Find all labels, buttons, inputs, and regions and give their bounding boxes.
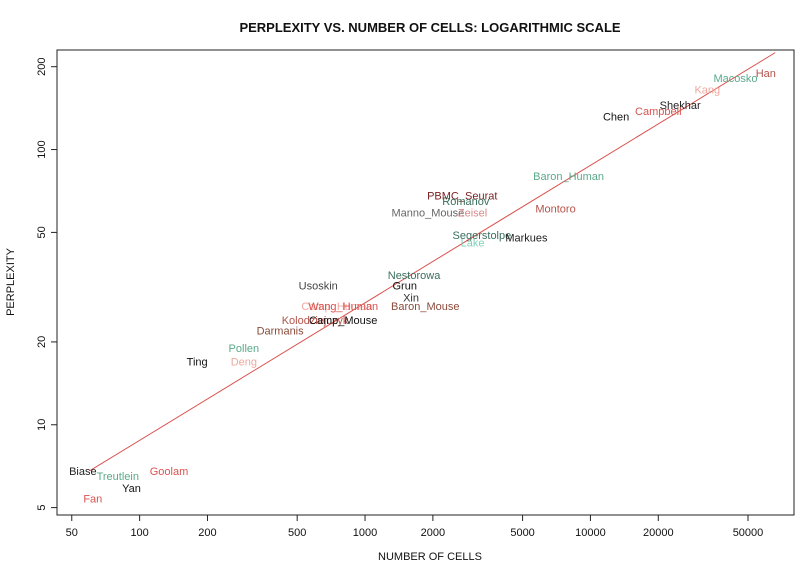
point-label: Segerstolpe	[453, 230, 512, 242]
x-tick-label: 20000	[643, 527, 674, 539]
point-label: Ting	[187, 356, 208, 368]
point-label: Biase	[69, 466, 97, 478]
y-tick-label: 100	[36, 140, 48, 158]
point-label: Darmanis	[257, 326, 305, 338]
chart-title: PERPLEXITY VS. NUMBER OF CELLS: LOGARITH…	[239, 20, 620, 35]
fit-line-layer	[89, 52, 776, 472]
point-label: Zeisel	[458, 208, 487, 220]
y-tick-label: 10	[36, 419, 48, 431]
point-label: Nestorowa	[388, 270, 441, 282]
x-tick-label: 10000	[575, 527, 606, 539]
point-label: Yan	[122, 483, 141, 495]
point-label: Usoskin	[299, 281, 338, 293]
x-tick-label: 2000	[421, 527, 445, 539]
y-axis-label: PERPLEXITY	[5, 247, 17, 316]
point-label: Han	[756, 68, 776, 80]
y-tick-label: 20	[36, 336, 48, 348]
y-tick-label: 200	[36, 58, 48, 76]
point-label: Baron_Mouse	[391, 301, 460, 313]
y-axis: 5 10 20 50 100 200	[36, 58, 57, 511]
point-label: Markues	[505, 232, 548, 244]
fit-line	[89, 52, 776, 472]
point-label: Wang_Human	[308, 301, 378, 313]
point-label: Manno_Mouse	[391, 208, 464, 220]
point-label: PBMC_Seurat	[427, 191, 497, 203]
point-label: Camp_Mouse	[309, 315, 377, 327]
point-label: Lake	[461, 237, 485, 249]
x-tick-label: 50000	[733, 527, 764, 539]
x-axis-label: NUMBER OF CELLS	[378, 551, 482, 563]
x-tick-label: 100	[130, 527, 148, 539]
point-label: Camp_Human	[301, 301, 372, 313]
point-label: Baron_Human	[533, 171, 604, 183]
x-axis: 50 100 200 500 1000 2000 5000 10000 20000 50000	[66, 515, 764, 539]
point-label: Goolam	[150, 466, 189, 478]
point-label: Pollen	[229, 343, 260, 355]
x-tick-label: 200	[198, 527, 216, 539]
point-label: Xin	[403, 293, 419, 305]
x-tick-label: 5000	[510, 527, 534, 539]
point-label: Deng	[231, 356, 257, 368]
point-label: Treutlein	[97, 471, 139, 483]
point-label: Kang	[694, 85, 720, 97]
x-tick-label: 50	[66, 527, 78, 539]
y-tick-label: 50	[36, 226, 48, 238]
point-label: Chen	[603, 111, 629, 123]
plot-frame	[56, 49, 795, 516]
y-tick-label: 5	[36, 505, 48, 511]
x-tick-label: 500	[288, 527, 306, 539]
point-label: Romanov	[442, 196, 490, 208]
point-label: Montoro	[535, 204, 575, 216]
point-label: Fan	[83, 493, 102, 505]
x-tick-label: 1000	[353, 527, 377, 539]
point-label: Campbell	[635, 106, 681, 118]
point-label: Macosko	[713, 73, 757, 85]
point-label: Shekhar	[660, 100, 701, 112]
point-label: Kolodziejczyk	[282, 315, 349, 327]
point-label: Grun	[392, 281, 416, 293]
